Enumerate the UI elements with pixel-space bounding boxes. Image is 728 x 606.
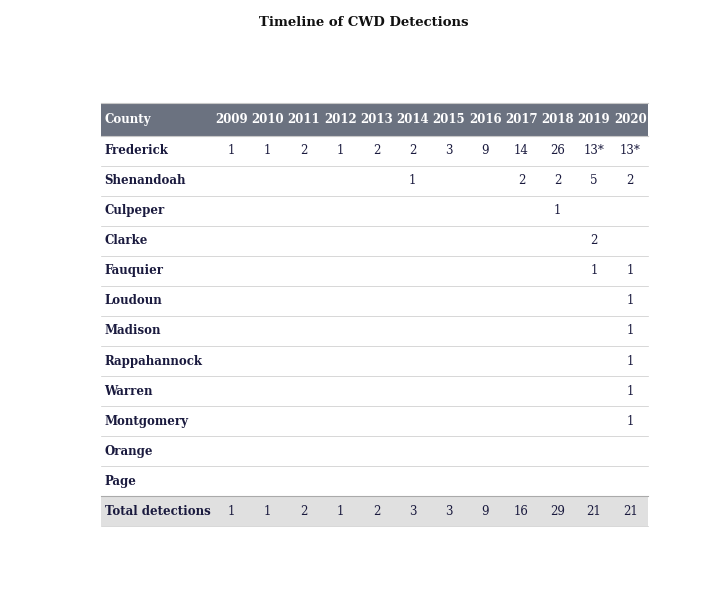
Text: 2: 2 [373,144,380,157]
Text: Culpeper: Culpeper [105,204,165,218]
Bar [101,196,649,226]
Text: County: County [105,113,151,126]
Text: 2014: 2014 [397,113,429,126]
Text: 2: 2 [518,174,525,187]
Text: 2: 2 [373,505,380,518]
Text: Frederick: Frederick [105,144,168,157]
Text: 2009: 2009 [215,113,248,126]
Bar [101,226,649,256]
Text: 13*: 13* [620,144,641,157]
Text: 1: 1 [228,505,235,518]
Bar [101,286,649,316]
Text: 9: 9 [481,144,489,157]
Text: 3: 3 [446,144,453,157]
Bar [101,316,649,346]
Text: 2011: 2011 [288,113,320,126]
Bar [101,256,649,286]
Text: Page: Page [105,474,136,488]
Text: 2: 2 [627,174,634,187]
Text: 2020: 2020 [614,113,646,126]
Text: 1: 1 [627,264,634,278]
Text: Clarke: Clarke [105,235,148,247]
Text: 1: 1 [627,295,634,307]
Text: Montgomery: Montgomery [105,415,189,428]
Text: Orange: Orange [105,445,153,458]
Bar [101,103,649,136]
Text: 1: 1 [590,264,598,278]
Text: 2012: 2012 [324,113,357,126]
Text: 21: 21 [623,505,638,518]
Text: 21: 21 [587,505,601,518]
Text: 2013: 2013 [360,113,393,126]
Text: 1: 1 [554,204,561,218]
Text: Loudoun: Loudoun [105,295,162,307]
Bar [101,466,649,496]
Bar [101,406,649,436]
Text: 1: 1 [627,355,634,367]
Text: 14: 14 [514,144,529,157]
Text: Shenandoah: Shenandoah [105,174,186,187]
Text: 3: 3 [409,505,416,518]
Text: 1: 1 [627,324,634,338]
Text: 1: 1 [264,505,272,518]
Text: 1: 1 [228,144,235,157]
Text: 1: 1 [409,174,416,187]
Text: 1: 1 [336,144,344,157]
Text: 13*: 13* [584,144,604,157]
Text: Warren: Warren [105,385,153,398]
Text: 29: 29 [550,505,565,518]
Text: 2: 2 [554,174,561,187]
Text: 1: 1 [627,415,634,428]
Text: 2: 2 [409,144,416,157]
Text: 2: 2 [301,144,308,157]
Text: 2: 2 [590,235,598,247]
Bar [101,136,649,165]
Text: Rappahannock: Rappahannock [105,355,202,367]
Text: 2015: 2015 [432,113,465,126]
Text: 1: 1 [336,505,344,518]
Bar [101,496,649,526]
Text: 2017: 2017 [505,113,538,126]
Text: Total detections: Total detections [105,505,210,518]
Bar [101,376,649,406]
Bar [101,436,649,466]
Text: 3: 3 [446,505,453,518]
Text: 2016: 2016 [469,113,502,126]
Text: Timeline of CWD Detections: Timeline of CWD Detections [259,16,469,28]
Text: 1: 1 [264,144,272,157]
Text: 5: 5 [590,174,598,187]
Bar [101,165,649,196]
Text: Fauquier: Fauquier [105,264,164,278]
Text: 2010: 2010 [251,113,284,126]
Text: 9: 9 [481,505,489,518]
Text: 2: 2 [301,505,308,518]
Text: 26: 26 [550,144,565,157]
Bar [101,346,649,376]
Text: 1: 1 [627,385,634,398]
Text: Madison: Madison [105,324,161,338]
Text: 16: 16 [514,505,529,518]
Text: 2018: 2018 [542,113,574,126]
Text: 2019: 2019 [578,113,610,126]
